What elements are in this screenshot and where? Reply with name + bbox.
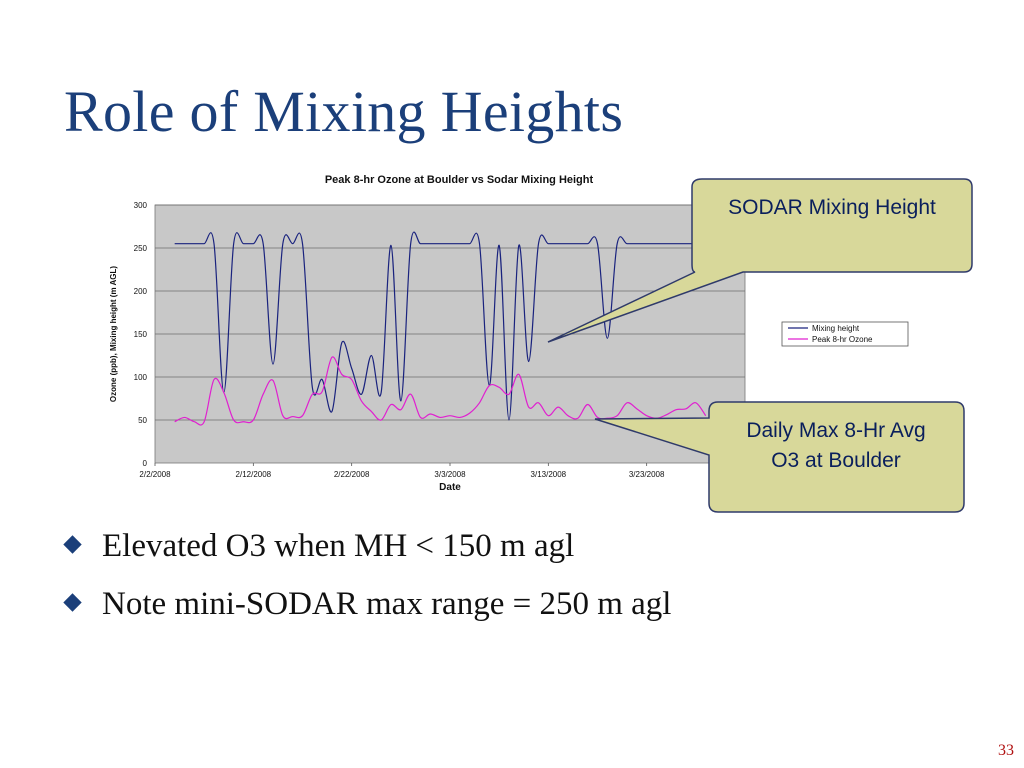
slide-title: Role of Mixing Heights [64, 79, 624, 144]
callout-mixing-height-text: SODAR Mixing Height [728, 196, 936, 219]
x-tick-label: 3/23/2008 [629, 470, 665, 479]
bullet-item: Note mini-SODAR max range = 250 m agl [63, 580, 672, 638]
callout-ozone-shape [594, 401, 965, 513]
callout-mixing-height: SODAR Mixing Height [547, 178, 973, 343]
bullet-list: Elevated O3 when MH < 150 m agl Note min… [63, 522, 672, 638]
diamond-bullet-icon [63, 593, 82, 612]
x-tick-label: 3/3/2008 [434, 470, 466, 479]
y-tick-label: 250 [134, 244, 148, 253]
callout-ozone: Daily Max 8-Hr Avg O3 at Boulder [594, 401, 965, 513]
y-axis-label: Ozone (ppb), Mixing height (m AGL) [109, 266, 118, 402]
x-axis-label: Date [439, 482, 461, 493]
callout-ozone-text-line2: O3 at Boulder [771, 449, 901, 472]
legend-label-peak-ozone: Peak 8-hr Ozone [812, 335, 873, 344]
bullet-item: Elevated O3 when MH < 150 m agl [63, 522, 671, 580]
x-tick-label: 2/2/2008 [139, 470, 171, 479]
bullet-text: Elevated O3 when MH < 150 m agl [102, 528, 575, 564]
y-tick-labels: 0 50 100 150 200 250 300 [134, 201, 148, 468]
x-tick-label: 2/22/2008 [334, 470, 370, 479]
y-tick-label: 300 [134, 201, 148, 210]
page-number: 33 [998, 742, 1014, 759]
x-tick-label: 2/12/2008 [236, 470, 272, 479]
y-tick-label: 150 [134, 330, 148, 339]
series-line-mixing-height [174, 231, 726, 421]
callout-mixing-height-shape [547, 178, 973, 343]
diamond-bullet-icon [63, 535, 82, 554]
series-line-peak-ozone [174, 356, 707, 426]
y-tick-label: 200 [134, 287, 148, 296]
y-tick-label: 50 [138, 416, 147, 425]
legend-label-mixing-height: Mixing height [812, 324, 860, 333]
x-tick-labels: 2/2/2008 2/12/2008 2/22/2008 3/3/2008 3/13/2… [139, 463, 761, 479]
legend: Mixing height Peak 8-hr Ozone [781, 321, 909, 347]
callout-ozone-text-line1: Daily Max 8-Hr Avg [746, 419, 925, 442]
y-tick-label: 0 [143, 459, 148, 468]
chart-title: Peak 8-hr Ozone at Boulder vs Sodar Mixi… [325, 174, 594, 186]
legend-box [781, 321, 909, 347]
grid [155, 204, 745, 421]
x-tick-label: 3/13/2008 [531, 470, 567, 479]
bullet-text: Note mini-SODAR max range = 250 m agl [102, 586, 672, 622]
series-layer [174, 231, 726, 426]
y-tick-label: 100 [134, 373, 148, 382]
